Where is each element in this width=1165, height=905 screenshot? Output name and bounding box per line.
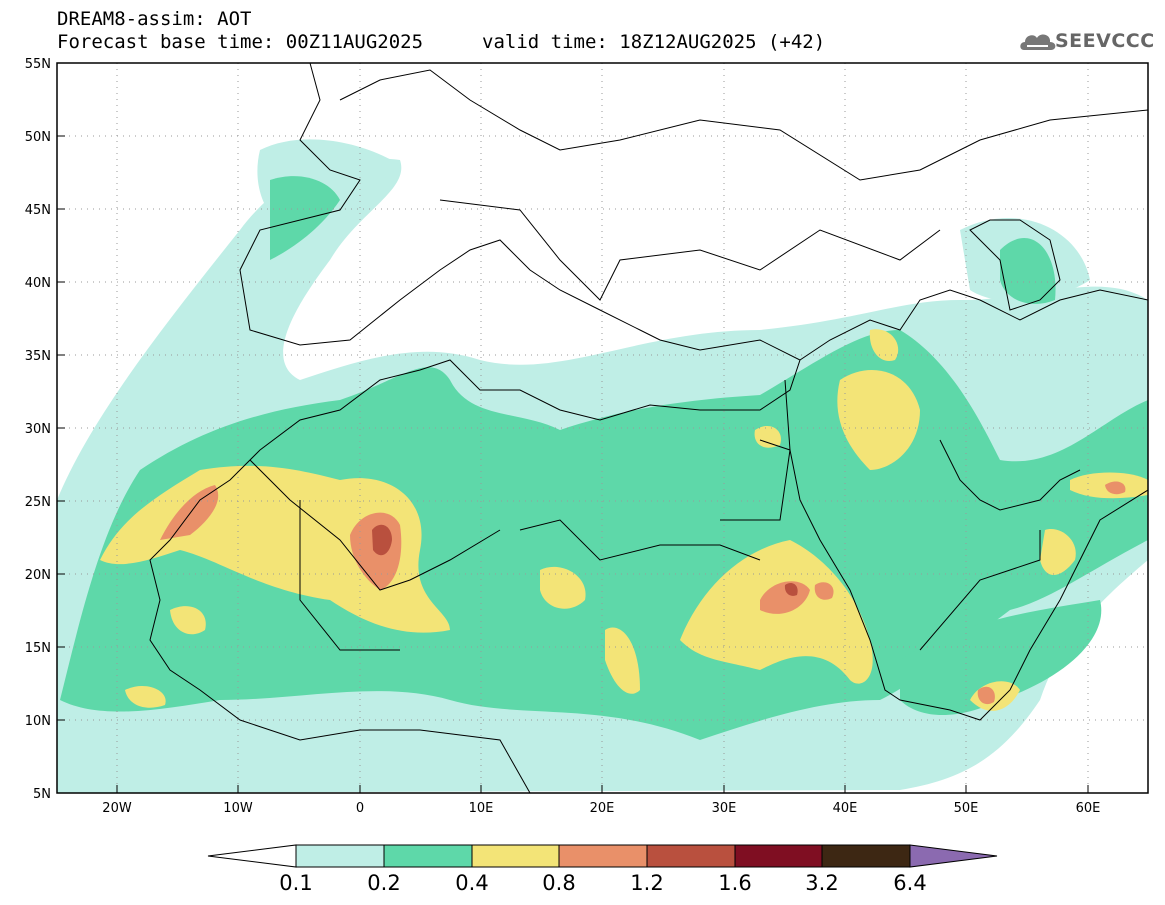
colorbar-high-arrow — [909, 844, 998, 868]
lon-label: 10E — [469, 801, 494, 816]
chart-title: DREAM8-assim: AOT — [57, 8, 252, 30]
lat-label: 10N — [25, 714, 51, 729]
cloud-icon — [1020, 34, 1056, 50]
lat-label: 45N — [25, 203, 51, 218]
lat-label: 30N — [25, 422, 51, 437]
colorbar-low-arrow — [207, 844, 297, 868]
colorbar-swatch — [646, 844, 736, 868]
colorbar-label: 0.2 — [367, 871, 400, 895]
lat-label: 25N — [25, 495, 51, 510]
lat-label: 40N — [25, 276, 51, 291]
lat-label: 55N — [25, 57, 51, 72]
lon-label: 0 — [356, 801, 364, 816]
colorbar-label: 3.2 — [805, 871, 838, 895]
coastlines — [149, 63, 1148, 793]
logo-text: SEEVCCC — [1055, 30, 1155, 52]
colorbar-swatch — [734, 844, 823, 868]
colorbar-swatch — [295, 844, 385, 868]
colorbar-label: 6.4 — [893, 871, 926, 895]
forecast-base-time: Forecast base time: 00Z11AUG2025 — [57, 31, 424, 53]
lon-label: 30E — [712, 801, 737, 816]
colorbar-label: 0.4 — [455, 871, 488, 895]
lat-label: 5N — [33, 787, 51, 802]
lon-label: 60E — [1076, 801, 1101, 816]
colorbar-label: 0.1 — [279, 871, 312, 895]
colorbar-swatch — [558, 844, 648, 868]
lat-label: 15N — [25, 641, 51, 656]
lon-label: 20E — [590, 801, 615, 816]
lon-label: 50E — [954, 801, 979, 816]
lat-label: 35N — [25, 349, 51, 364]
colorbar-label: 1.2 — [630, 871, 663, 895]
colorbar-swatch — [383, 844, 473, 868]
colorbar-label: 1.6 — [718, 871, 751, 895]
colorbar-swatch — [821, 844, 911, 868]
lon-label: 20W — [102, 801, 132, 816]
lon-label: 10W — [223, 801, 253, 816]
colorbar — [207, 844, 998, 868]
aot-field — [57, 63, 1148, 793]
lat-label: 20N — [25, 568, 51, 583]
lon-label: 40E — [833, 801, 858, 816]
colorbar-swatch — [471, 844, 560, 868]
valid-time: valid time: 18Z12AUG2025 (+42) — [482, 31, 826, 53]
colorbar-label: 0.8 — [542, 871, 575, 895]
lat-label: 50N — [25, 130, 51, 145]
